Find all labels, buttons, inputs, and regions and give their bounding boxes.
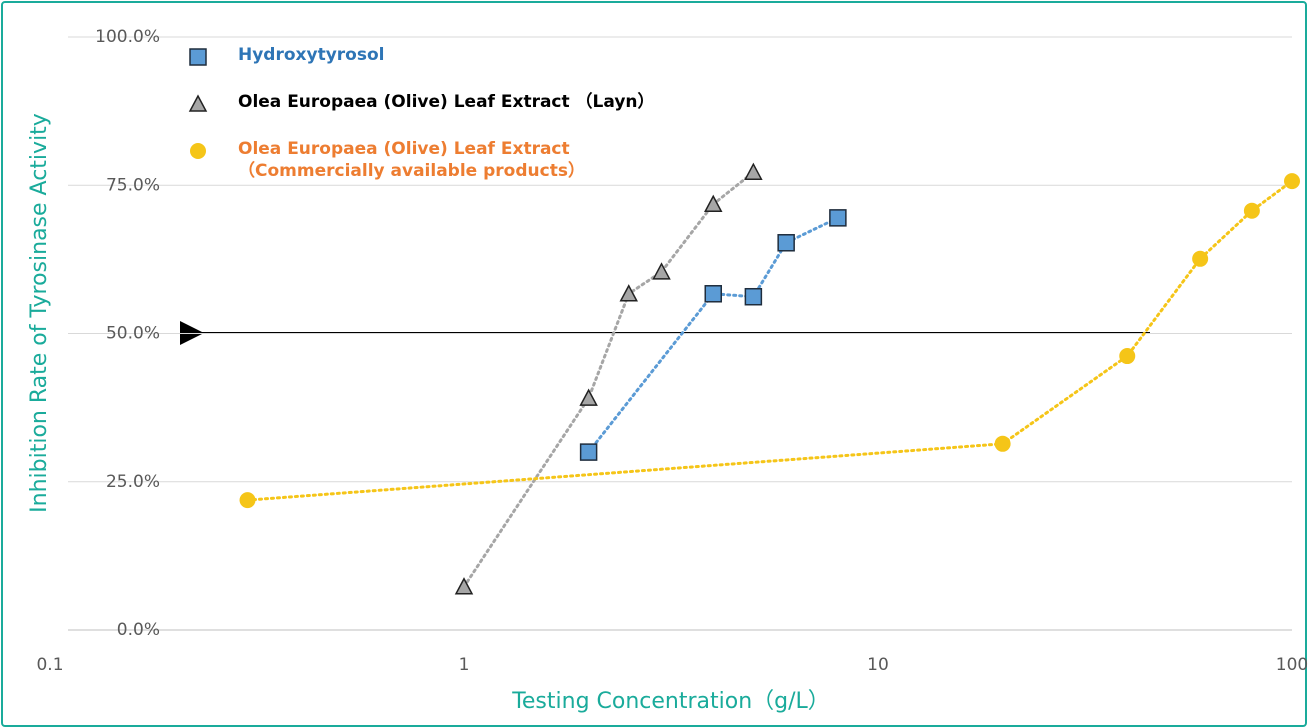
point	[190, 143, 206, 159]
point	[1119, 348, 1136, 365]
point	[1192, 250, 1209, 267]
x-tick-label: 0.1	[36, 655, 63, 675]
point	[777, 234, 795, 252]
legend-icon	[188, 94, 208, 112]
legend-entry: Hydroxytyrosol	[188, 44, 655, 66]
legend-label: Olea Europaea (Olive) Leaf Extract （Comm…	[238, 139, 585, 181]
point	[579, 388, 598, 406]
x-axis-title: Testing Concentration（g/L）	[511, 689, 830, 714]
trend-line	[587, 216, 840, 454]
legend-icon	[190, 143, 206, 159]
point	[994, 435, 1011, 452]
point	[454, 577, 474, 595]
point	[579, 443, 598, 461]
y-tick-label: 0.0%	[117, 620, 160, 640]
point	[619, 284, 638, 302]
point	[188, 94, 208, 112]
point	[704, 194, 723, 212]
y-tick-label: 100.0%	[95, 27, 160, 47]
point	[239, 492, 256, 509]
y-tick-label: 50.0%	[106, 324, 160, 344]
point	[1243, 202, 1260, 219]
point	[744, 287, 763, 306]
legend-label: Olea Europaea (Olive) Leaf Extract （Layn…	[238, 92, 655, 112]
legend-icon	[189, 48, 207, 66]
y-axis-title: Inhibition Rate of Tyrosinase Activity	[27, 113, 52, 513]
point	[744, 162, 763, 180]
point	[189, 48, 207, 66]
legend-entry: Olea Europaea (Olive) Leaf Extract （Layn…	[188, 91, 655, 113]
legend: Hydroxytyrosol Olea Europaea (Olive) Leaf…	[188, 44, 655, 207]
x-tick-label: 1	[459, 655, 470, 675]
x-tick-label: 100	[1276, 655, 1308, 675]
point	[1284, 173, 1300, 190]
trend-line	[246, 179, 1294, 502]
trend-line	[462, 170, 755, 589]
x-tick-label: 10	[867, 655, 889, 675]
legend-label: Hydroxytyrosol	[238, 45, 385, 65]
legend-entry: Olea Europaea (Olive) Leaf Extract （Comm…	[188, 138, 655, 182]
point	[704, 285, 723, 303]
point	[829, 209, 847, 227]
point	[652, 262, 671, 280]
y-tick-label: 25.0%	[106, 472, 160, 492]
y-tick-label: 75.0%	[106, 175, 160, 195]
